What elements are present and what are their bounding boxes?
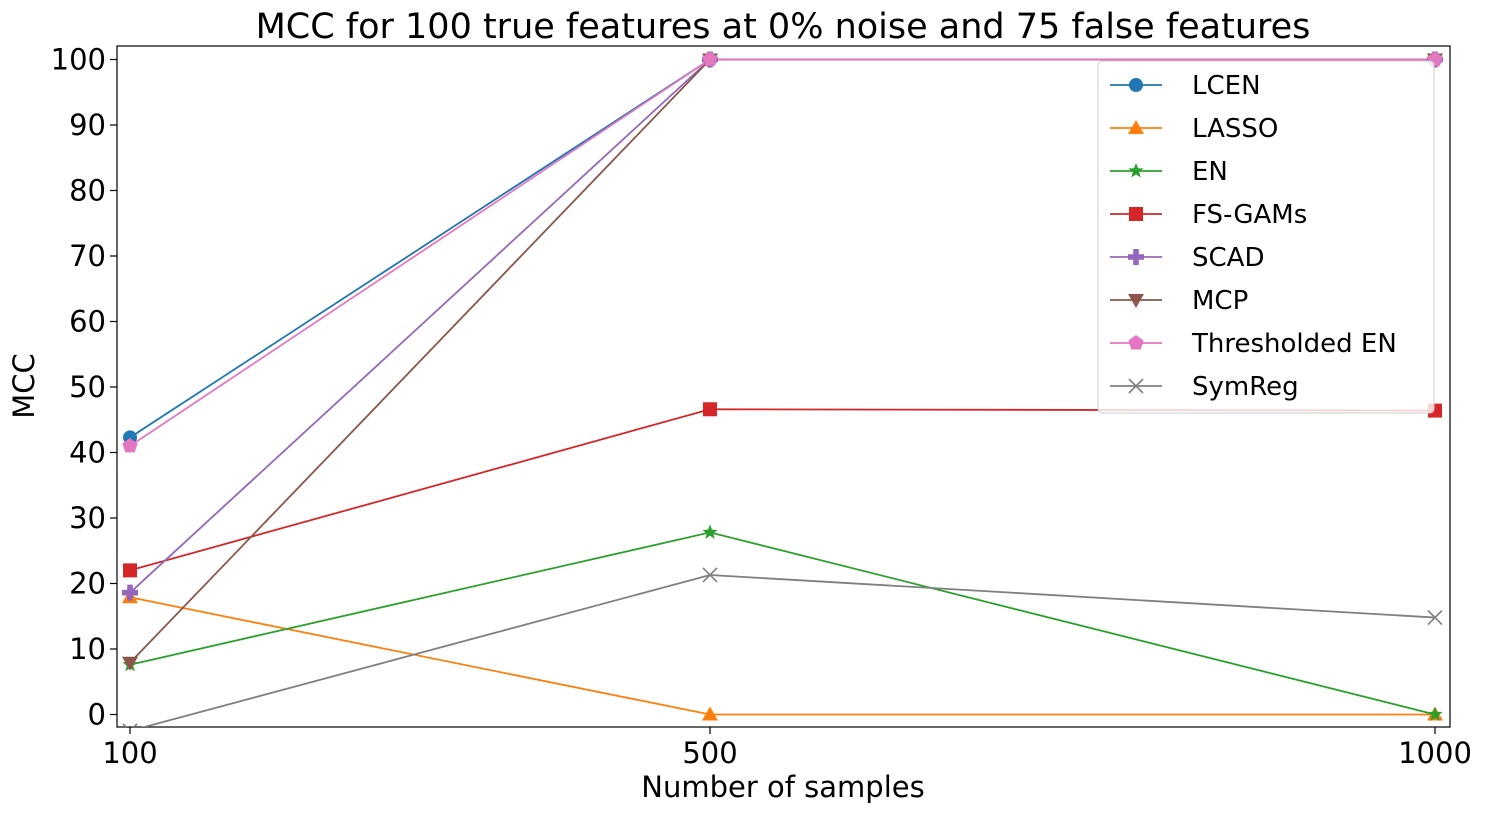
y-tick-label: 80 <box>69 174 106 208</box>
y-tick-label: 90 <box>69 108 106 142</box>
legend: LCEN LASSO EN FS-GAMs SCAD MCP Thresholded EN S… <box>1097 60 1435 414</box>
legend-marker-en <box>1128 163 1144 178</box>
data-point-scad <box>122 584 138 601</box>
series-markers <box>122 51 1443 727</box>
legend-box <box>1097 60 1435 414</box>
data-point-en <box>1427 706 1443 721</box>
series-line-fs-gams <box>129 408 1436 572</box>
series-line-lasso <box>129 596 1435 716</box>
y-tick-label: 100 <box>51 43 106 77</box>
data-point-fs-gams <box>703 402 717 417</box>
y-tick-label: 60 <box>69 305 106 339</box>
legend-label-en: EN <box>1192 157 1228 187</box>
legend-marker-symreg <box>1128 378 1144 394</box>
data-point-symreg <box>702 567 718 583</box>
x-axis-label: Number of samples <box>641 770 924 804</box>
y-tick-label: 10 <box>69 632 106 666</box>
data-point-fs-gams <box>123 563 137 578</box>
legend-label-scad: SCAD <box>1192 243 1264 273</box>
y-tick-label: 30 <box>69 501 106 535</box>
legend-marker-lcen <box>1129 78 1143 92</box>
chart-title: MCC for 100 true features at 0% noise an… <box>256 7 1311 47</box>
data-point-thresholded-en <box>702 51 718 66</box>
legend-label-thresholded-en: Thresholded EN <box>1191 329 1397 359</box>
y-tick-label: 40 <box>69 436 106 470</box>
y-tick-label: 50 <box>69 370 106 404</box>
legend-label-symreg: SymReg <box>1192 372 1299 402</box>
series-line-en <box>129 531 1436 716</box>
data-point-symreg <box>1427 609 1443 626</box>
legend-label-fs-gams: FS-GAMs <box>1192 200 1307 230</box>
legend-marker-fs-gams <box>1129 207 1143 221</box>
y-tick-label: 70 <box>69 239 106 273</box>
y-tick-label: 0 <box>88 698 106 732</box>
legend-marker-lasso <box>1128 120 1144 134</box>
x-tick-label: 500 <box>682 736 737 770</box>
legend-marker-mcp <box>1128 294 1144 308</box>
y-axis-label: MCC <box>7 353 41 419</box>
series-line-symreg <box>140 574 1436 727</box>
x-axis: 100 500 1000 <box>102 727 1472 770</box>
data-point-mcp <box>122 656 138 671</box>
legend-marker-scad <box>1128 249 1144 265</box>
data-point-lasso <box>702 706 718 721</box>
y-tick-label: 20 <box>69 567 106 601</box>
legend-label-mcp: MCP <box>1192 286 1248 316</box>
data-point-en <box>702 524 718 539</box>
legend-label-lcen: LCEN <box>1192 71 1261 101</box>
y-axis: 0 10 20 30 40 50 60 70 80 90 100 <box>51 43 117 732</box>
x-tick-label: 1000 <box>1398 736 1472 770</box>
x-tick-label: 100 <box>102 736 157 770</box>
data-point-thresholded-en <box>122 437 138 453</box>
legend-marker-thresholded-en <box>1128 335 1144 350</box>
data-point-symreg <box>122 723 138 727</box>
legend-label-lasso: LASSO <box>1192 114 1278 144</box>
